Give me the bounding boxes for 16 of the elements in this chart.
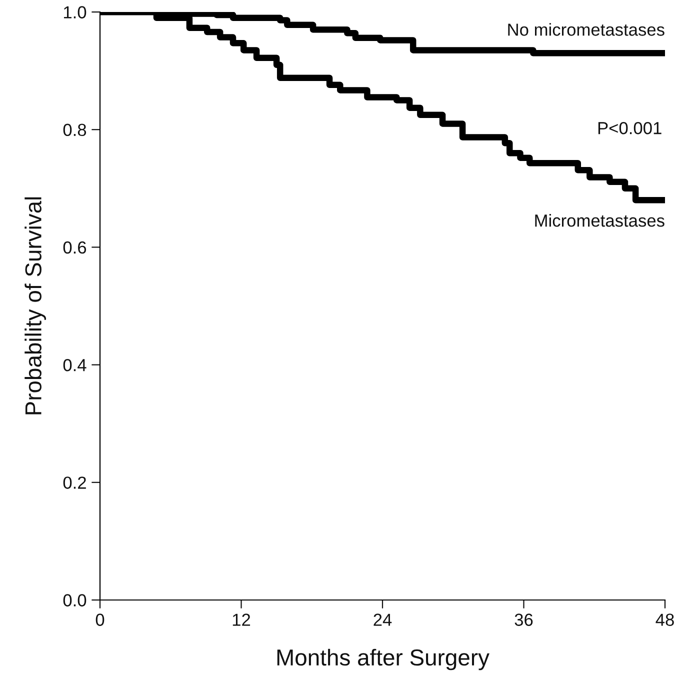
x-tick-label: 12 <box>232 614 250 626</box>
x-tick-label: 24 <box>374 614 392 626</box>
series-label: Micrometastases <box>535 214 664 227</box>
x-tick-label: 0 <box>96 614 104 626</box>
x-tick-label: 36 <box>514 614 533 626</box>
y-tick-label: 0.8 <box>63 124 86 136</box>
annotation: P<0.001 <box>598 122 662 134</box>
series-label: No micrometastases <box>508 23 664 36</box>
x-tick-label: 48 <box>656 614 674 626</box>
y-tick-label: 1.0 <box>64 6 86 18</box>
y-tick-label: 0.2 <box>63 476 86 489</box>
x-axis-title: Months after Surgery <box>277 648 490 670</box>
y-tick-label: 0.0 <box>63 594 86 606</box>
y-tick-label: 0.6 <box>63 241 86 254</box>
y-axis-title: Probability of Survival <box>24 197 46 414</box>
y-tick-label: 0.4 <box>63 358 86 372</box>
